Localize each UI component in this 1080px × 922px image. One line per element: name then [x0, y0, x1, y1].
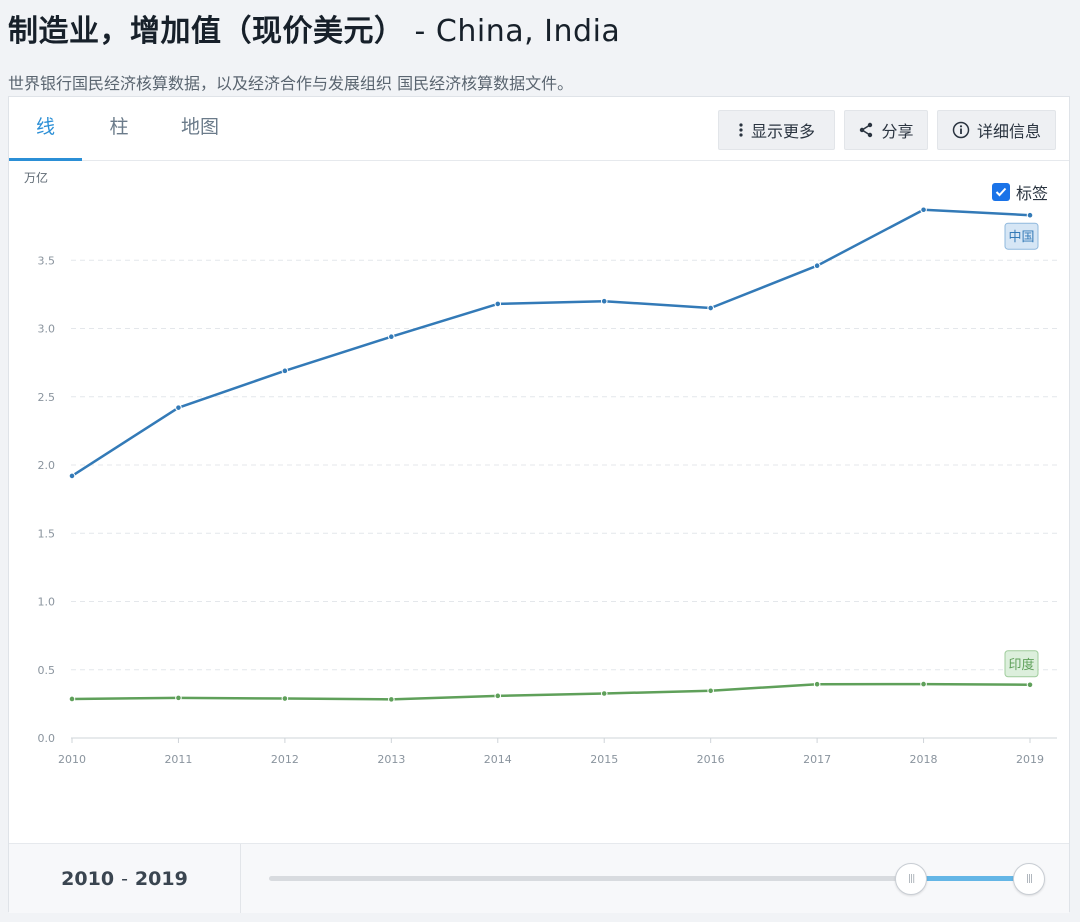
info-icon — [952, 121, 970, 139]
data-point[interactable] — [920, 680, 927, 688]
data-point[interactable] — [494, 300, 502, 308]
grid-lines — [71, 259, 1057, 739]
tab-map[interactable]: 地图 — [180, 116, 219, 138]
details-label: 详细信息 — [976, 122, 1041, 141]
chart-card: 线 柱 地图 显示更多 分享 详细信息 — [8, 96, 1070, 913]
country-list: - China, India — [404, 14, 621, 49]
data-point[interactable] — [813, 262, 821, 270]
more-vertical-icon — [738, 122, 744, 138]
y-tick-label: 1.5 — [38, 527, 56, 540]
y-tick-label: 2.0 — [38, 459, 56, 472]
y-tick-label: 2.5 — [38, 391, 56, 404]
data-point[interactable] — [281, 367, 289, 375]
x-tick-label: 2010 — [58, 753, 86, 766]
x-axis-ticks: 2010 2011 2012 2013 2014 2015 2016 2017 2018 2019 — [58, 738, 1044, 766]
data-point[interactable] — [175, 694, 182, 702]
y-unit-label: 万亿 — [24, 170, 48, 185]
x-tick-label: 2019 — [1016, 753, 1044, 766]
y-tick-label: 0.0 — [38, 732, 56, 745]
data-point[interactable] — [68, 695, 76, 703]
year-slider-start-handle[interactable]: ||| — [895, 863, 928, 895]
grip-icon: ||| — [1025, 874, 1033, 884]
data-point[interactable] — [494, 692, 502, 700]
labels-toggle[interactable]: 标签 — [992, 180, 1048, 204]
y-tick-label: 0.5 — [38, 664, 56, 677]
series-line — [71, 208, 1031, 477]
data-point[interactable] — [388, 696, 395, 703]
data-point[interactable] — [707, 304, 714, 312]
time-range-bar: 2010-2019 ||| ||| — [9, 843, 1069, 913]
details-button[interactable]: 详细信息 — [937, 110, 1056, 150]
range-separator: - — [121, 867, 128, 890]
data-point[interactable] — [1026, 681, 1034, 689]
x-tick-label: 2015 — [590, 753, 618, 766]
series-layer — [68, 206, 1034, 703]
data-point[interactable] — [175, 404, 182, 411]
x-tick-label: 2012 — [271, 753, 299, 766]
tab-line[interactable]: 线 — [9, 97, 82, 161]
share-button[interactable]: 分享 — [844, 110, 928, 150]
year-range-display: 2010-2019 — [9, 844, 241, 913]
source-note: 世界银行国民经济核算数据，以及经济合作与发展组织 国民经济核算数据文件。 — [8, 74, 574, 93]
tab-bar[interactable]: 柱 — [109, 116, 129, 138]
show-more-label: 显示更多 — [750, 122, 815, 141]
y-tick-label: 3.0 — [38, 323, 56, 336]
data-point[interactable] — [920, 206, 927, 214]
data-point[interactable] — [388, 333, 395, 340]
data-point[interactable] — [600, 690, 608, 697]
data-point[interactable] — [281, 695, 289, 702]
tabs-bar: 线 柱 地图 显示更多 分享 详细信息 — [9, 97, 1069, 161]
series-tag-box — [1004, 222, 1039, 250]
year-slider-selected-range — [911, 876, 1029, 881]
labels-toggle-label: 标签 — [1016, 184, 1049, 203]
series-tag-box — [1004, 650, 1039, 678]
year-slider-end-handle[interactable]: ||| — [1013, 863, 1045, 895]
x-tick-label: 2017 — [803, 753, 831, 766]
year-slider-track[interactable] — [269, 876, 1029, 881]
data-point[interactable] — [600, 297, 608, 305]
show-more-button[interactable]: 显示更多 — [718, 110, 835, 150]
checkmark-icon — [995, 187, 1007, 197]
x-tick-label: 2016 — [697, 753, 725, 766]
data-point[interactable] — [1026, 211, 1034, 219]
start-year: 2010 — [61, 867, 115, 890]
indicator-title: 制造业，增加值（现价美元） — [8, 14, 405, 49]
series-tag-label: 中国 — [1008, 230, 1034, 245]
y-tick-label: 3.5 — [38, 254, 56, 267]
line-chart: 万亿 0.0 0.5 1.0 1.5 2.0 2.5 3.0 3.5 2010 2011 2012… — [24, 170, 1057, 766]
data-point[interactable] — [68, 472, 76, 480]
labels-checkbox[interactable] — [992, 183, 1010, 201]
x-tick-label: 2018 — [910, 753, 938, 766]
series-tag: 印度 — [1004, 650, 1039, 678]
series-tag: 中国 — [1004, 222, 1039, 250]
x-tick-label: 2011 — [164, 753, 192, 766]
data-point[interactable] — [813, 680, 821, 688]
grip-icon: ||| — [908, 874, 915, 884]
x-tick-label: 2014 — [484, 753, 512, 766]
share-icon — [858, 122, 874, 138]
x-tick-label: 2013 — [377, 753, 405, 766]
data-point[interactable] — [707, 687, 714, 695]
y-axis-ticks: 0.0 0.5 1.0 1.5 2.0 2.5 3.0 3.5 — [38, 254, 56, 745]
page-title: 制造业，增加值（现价美元） - China, India — [8, 6, 620, 50]
y-tick-label: 1.0 — [38, 596, 56, 609]
end-year: 2019 — [134, 867, 188, 890]
share-label: 分享 — [881, 122, 914, 141]
series-line — [71, 682, 1031, 701]
series-tag-label: 印度 — [1008, 657, 1034, 673]
